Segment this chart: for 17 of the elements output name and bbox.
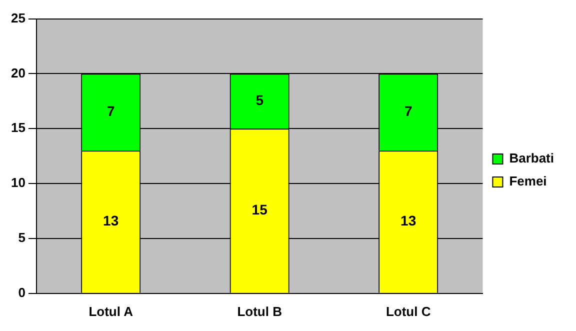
- data-label: 13: [400, 212, 416, 229]
- x-tick-label: Lotul A: [88, 304, 134, 319]
- legend-label: Femei: [509, 174, 547, 189]
- x-tick-label: Lotul B: [237, 304, 282, 319]
- y-tick-label: 0: [18, 284, 26, 300]
- y-tick-label: 10: [10, 175, 26, 190]
- data-label: 15: [252, 202, 268, 218]
- data-label: 5: [256, 92, 264, 108]
- legend-label: Barbati: [509, 150, 554, 166]
- y-tick-label: 20: [10, 65, 26, 80]
- data-label: 13: [103, 212, 119, 229]
- data-label: 7: [404, 103, 412, 120]
- data-label: 7: [106, 103, 115, 120]
- y-tick-label: 5: [18, 230, 26, 246]
- x-tick-label: Lotul C: [386, 304, 432, 319]
- y-tick-label: 15: [10, 120, 26, 136]
- y-tick-label: 25: [10, 10, 26, 26]
